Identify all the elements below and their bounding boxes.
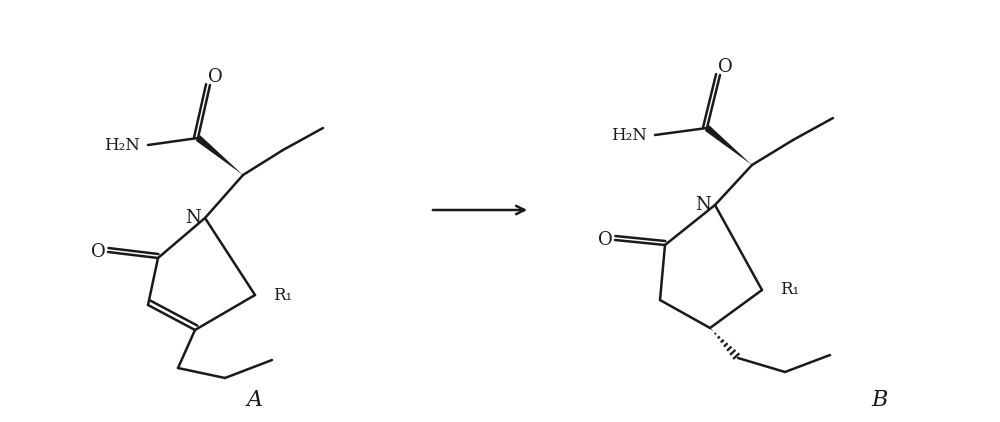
Text: B: B xyxy=(872,389,888,411)
Text: A: A xyxy=(247,389,263,411)
Text: O: O xyxy=(91,243,105,261)
Text: R₁: R₁ xyxy=(273,287,292,303)
Text: H₂N: H₂N xyxy=(611,127,647,143)
Polygon shape xyxy=(705,125,752,165)
Text: H₂N: H₂N xyxy=(104,136,140,154)
Text: O: O xyxy=(208,68,222,86)
Text: N: N xyxy=(185,209,201,227)
Text: N: N xyxy=(695,196,711,214)
Text: O: O xyxy=(598,231,612,249)
Polygon shape xyxy=(196,135,243,175)
Text: R₁: R₁ xyxy=(780,281,799,298)
Text: O: O xyxy=(718,58,732,76)
